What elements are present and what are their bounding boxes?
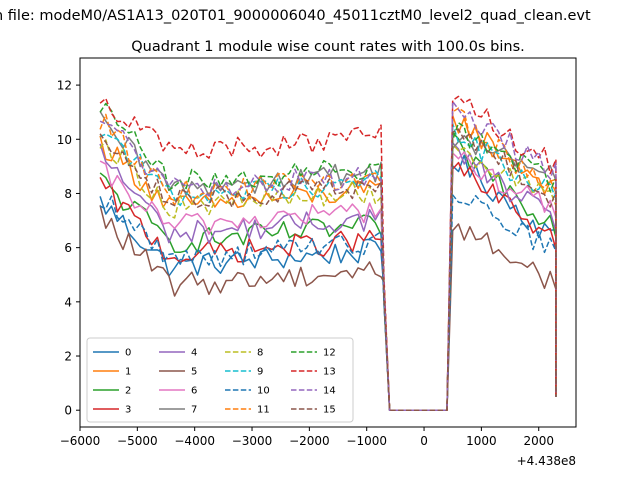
series-line-0 [99,154,557,411]
series-line-13 [99,95,557,411]
series-line-10 [99,194,557,411]
x-axis-offset-label: +4.438e8 [517,454,576,468]
y-tick-label: 12 [57,79,72,93]
figure-suptitle: n file: modeM0/AS1A13_020T01_9000006040_… [0,8,591,24]
x-tick-label: −5000 [117,434,158,448]
legend-label-7: 7 [191,405,197,416]
legend-label-15: 15 [323,405,336,416]
chart-title: Quadrant 1 module wise count rates with … [131,39,525,55]
axes-frame [79,57,577,428]
series-layer [99,95,557,411]
legend-label-2: 2 [125,386,131,397]
legend-label-8: 8 [257,348,263,359]
x-tick-label: −6000 [60,434,101,448]
y-tick-label: 8 [64,187,72,201]
legend-label-1: 1 [125,367,131,378]
y-tick-label: 4 [64,295,72,309]
legend-label-9: 9 [257,367,263,378]
series-line-15 [99,128,557,411]
x-tick-label: −4000 [174,434,215,448]
x-tick-label: −3000 [232,434,273,448]
x-tick-label: −2000 [289,434,330,448]
series-line-14 [99,100,557,411]
legend-label-0: 0 [125,348,131,359]
x-axis: −6000 −5000 −4000 −3000 −2000 −1000 0 1000 2000 [60,427,554,448]
legend-label-14: 14 [323,386,336,397]
x-tick-label: 0 [420,434,428,448]
series-line-3 [99,161,557,411]
legend-label-12: 12 [323,348,336,359]
y-tick-label: 2 [64,350,72,364]
legend-label-11: 11 [257,405,270,416]
legend-label-3: 3 [125,405,131,416]
y-tick-label: 6 [64,241,72,255]
legend-label-4: 4 [191,348,197,359]
y-tick-label: 0 [64,404,72,418]
y-axis: 0 2 4 6 8 10 12 [57,79,80,418]
legend-label-10: 10 [257,386,270,397]
legend-label-13: 13 [323,367,336,378]
legend-label-6: 6 [191,386,197,397]
series-line-6 [99,151,557,411]
x-tick-label: −1000 [346,434,387,448]
x-tick-label: 2000 [523,434,554,448]
series-line-5 [99,205,557,411]
legend-box [86,337,354,423]
series-line-12 [99,102,557,411]
y-tick-label: 10 [57,133,72,147]
series-line-4 [99,142,557,411]
series-line-8 [99,139,557,411]
legend-label-5: 5 [191,367,197,378]
x-tick-label: 1000 [466,434,497,448]
